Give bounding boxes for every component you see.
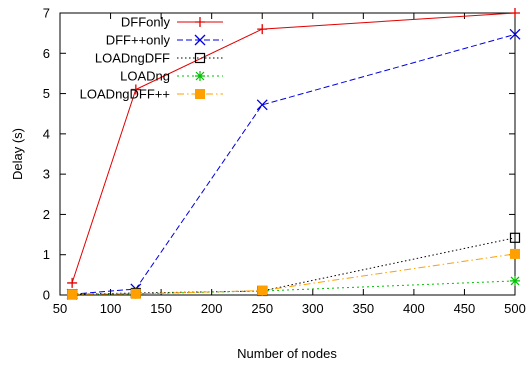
data-point bbox=[130, 288, 141, 299]
legend-marker bbox=[195, 17, 205, 27]
series-line bbox=[71, 12, 516, 284]
legend: DFFonly DFF++only LOADngDFF LOADng LOADngDFF… bbox=[80, 15, 223, 102]
y-tick-label: 7 bbox=[43, 6, 50, 21]
legend-entry: DFFonly bbox=[121, 15, 223, 30]
x-tick-label: 500 bbox=[504, 301, 526, 316]
legend-label: DFF++only bbox=[106, 33, 171, 48]
data-point bbox=[257, 285, 268, 296]
x-tick-label: 350 bbox=[352, 301, 374, 316]
legend-entry: DFF++only bbox=[106, 33, 223, 48]
series-line bbox=[72, 253, 516, 295]
y-axis: 0 1 2 3 4 5 6 7 bbox=[43, 6, 515, 303]
x-tick-label: 150 bbox=[150, 301, 172, 316]
legend-label: LOADngDFF++ bbox=[80, 87, 170, 102]
x-axis-label: Number of nodes bbox=[237, 346, 337, 361]
y-tick-label: 0 bbox=[43, 288, 50, 303]
data-point bbox=[510, 248, 520, 259]
legend-label: LOADngDFF bbox=[95, 51, 170, 66]
data-point bbox=[130, 84, 141, 95]
series-layer bbox=[66, 8, 521, 300]
legend-entry: LOADngDFF bbox=[95, 51, 223, 66]
x-tick-label: 400 bbox=[403, 301, 425, 316]
x-tick-label: 250 bbox=[251, 301, 273, 316]
data-point bbox=[256, 99, 268, 111]
x-tick-label: 450 bbox=[454, 301, 476, 316]
x-tick-label: 300 bbox=[302, 301, 324, 316]
y-tick-label: 3 bbox=[43, 167, 50, 182]
series-line bbox=[72, 33, 516, 295]
legend-marker bbox=[194, 52, 206, 64]
y-tick-label: 1 bbox=[43, 247, 50, 262]
series-LOADngDFF++ bbox=[67, 248, 520, 300]
legend-marker bbox=[195, 89, 205, 99]
legend-marker bbox=[194, 34, 206, 46]
x-tick-label: 100 bbox=[100, 301, 122, 316]
data-point bbox=[510, 275, 520, 286]
legend-entry: LOADngDFF++ bbox=[80, 87, 223, 102]
data-point bbox=[67, 277, 78, 288]
plot-area bbox=[59, 12, 516, 296]
x-tick-label: 200 bbox=[201, 301, 223, 316]
y-tick-label: 5 bbox=[43, 86, 50, 101]
data-point bbox=[257, 24, 268, 35]
data-point bbox=[509, 232, 521, 243]
series-DFFonly bbox=[67, 8, 520, 288]
legend-label: LOADng bbox=[120, 69, 170, 84]
x-tick-label: 50 bbox=[53, 301, 67, 316]
data-point bbox=[509, 28, 521, 40]
y-axis-label: Delay (s) bbox=[10, 128, 25, 180]
y-tick-label: 2 bbox=[43, 207, 50, 222]
legend-label: DFFonly bbox=[121, 15, 171, 30]
y-tick-label: 4 bbox=[43, 126, 50, 141]
data-point bbox=[510, 8, 520, 18]
legend-marker bbox=[195, 71, 205, 81]
data-point bbox=[67, 289, 78, 300]
x-axis: 50 100 150 200 250 300 350 400 450 500 bbox=[53, 13, 526, 316]
legend-entry: LOADng bbox=[120, 69, 223, 84]
y-tick-label: 6 bbox=[43, 46, 50, 61]
